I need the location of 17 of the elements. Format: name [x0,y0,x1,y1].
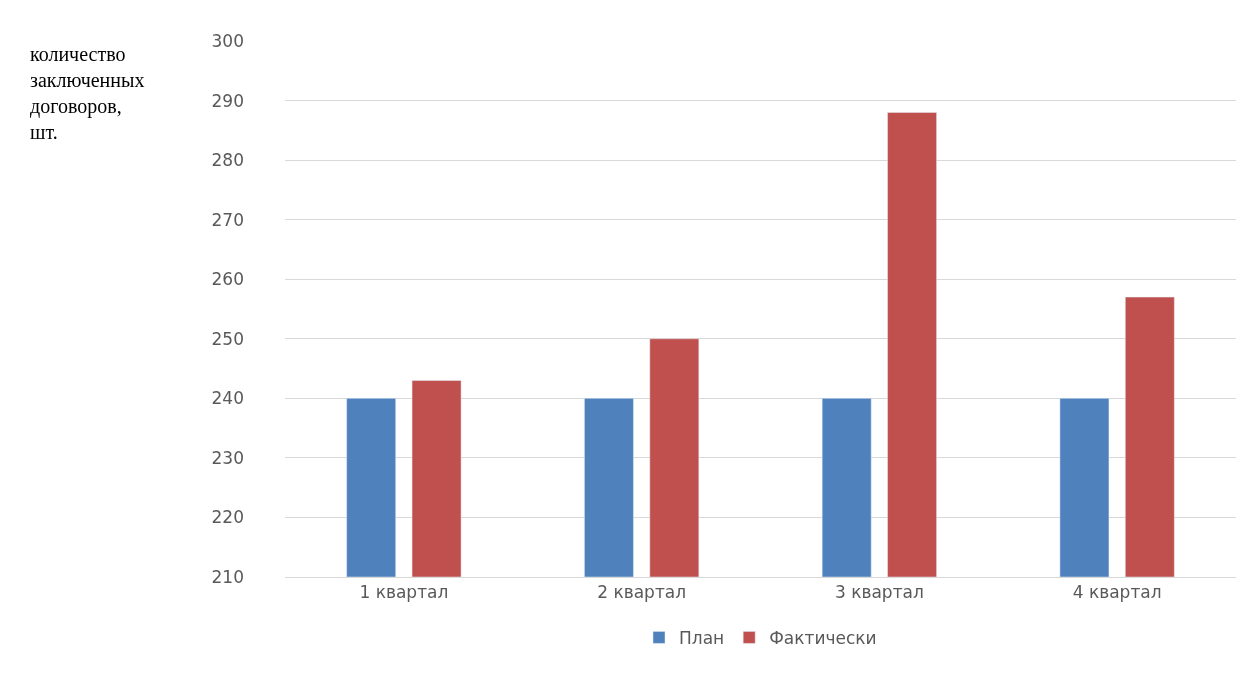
x-tick-label: 1 квартал [359,582,449,603]
x-tick-label: 2 квартал [597,582,687,603]
legend-label: Фактически [769,628,877,649]
y-axis-title: количество заключенных договоров, шт. [30,43,145,143]
y-tick-label: 230 [211,447,244,468]
y-tick-label: 300 [211,30,244,51]
y-tick-label: 260 [211,269,244,290]
y-tick-label: 250 [211,328,244,349]
x-tick-label: 4 квартал [1072,582,1162,603]
y-tick-label: 280 [211,150,244,171]
y-tick-label: 270 [211,209,244,230]
y-tick-label: 220 [211,507,244,528]
legend-label: План [679,628,725,649]
y-tick-label: 210 [211,566,244,587]
y-tick-label: 290 [211,90,244,111]
y-tick-label: 240 [211,388,244,409]
x-tick-label: 3 квартал [834,582,924,603]
